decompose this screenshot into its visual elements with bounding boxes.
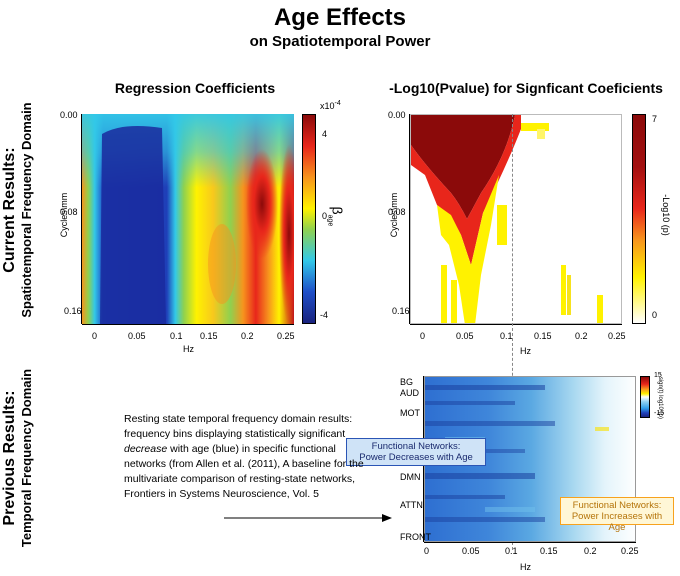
networks-x-axis xyxy=(424,542,636,543)
regression-cbar-tick-1: 0 xyxy=(322,211,328,221)
networks-xtick-1: 0.05 xyxy=(462,546,480,556)
network-label-dmn: DMN xyxy=(400,472,421,482)
pvalue-ytick-1: 0.08 xyxy=(388,207,406,217)
regression-ytick-0: 0.00 xyxy=(60,110,78,120)
networks-xlabel: Hz xyxy=(520,562,531,572)
description-line4: networks (from Allen et al. (2011), A ba… xyxy=(124,458,364,470)
pvalue-heatmap-svg xyxy=(411,115,603,323)
regression-ytick-1: 0.08 xyxy=(60,207,78,217)
network-label-front: FRONT xyxy=(400,532,431,542)
description-line3-rest: with age (blue) in specific functional xyxy=(167,443,336,455)
callout-increase-line2: Power Increases with Age xyxy=(571,511,663,533)
regression-cbar-tick-2: -4 xyxy=(320,310,329,320)
callout-decrease-line1: Functional Networks: xyxy=(371,441,461,452)
figure-title: Age Effects xyxy=(273,4,407,31)
row-label-current-main: Current Results: xyxy=(1,147,18,273)
pvalue-cbar-tick-0: 7 xyxy=(652,114,658,124)
regression-xtick-4: 0.2 xyxy=(241,331,254,341)
pvalue-xtick-4: 0.2 xyxy=(575,331,588,341)
pvalue-colorbar-label: -Log10 (p) xyxy=(661,194,671,236)
description-line3: decrease with age (blue) in specific fun… xyxy=(124,442,386,457)
networks-xtick-3: 0.15 xyxy=(540,546,558,556)
pvalue-xtick-0: 0 xyxy=(420,331,426,341)
pvalue-cbar-tick-1: 0 xyxy=(652,310,658,320)
row-label-previous: Previous Results: Temporal Frequency Dom… xyxy=(1,343,45,573)
pvalue-xlabel: Hz xyxy=(520,346,531,356)
figure-subtitle: on Spatiotemporal Power xyxy=(249,33,431,50)
pvalue-y-axis xyxy=(409,114,410,324)
pvalue-heatmap xyxy=(410,114,622,324)
networks-colorbar-label: - sign(t) log10 (p) xyxy=(657,373,663,419)
description-emphasis: decrease xyxy=(124,443,168,455)
regression-colorbar-exponent-sup: -4 xyxy=(334,100,341,107)
row-label-current: Current Results: Spatiotemporal Frequenc… xyxy=(1,95,45,325)
network-label-mot: MOT xyxy=(400,408,420,418)
reference-line-0.1hz xyxy=(512,114,513,550)
pvalue-colorbar xyxy=(632,114,646,324)
pvalue-panel-title: -Log10(Pvalue) for Signficant Coeficient… xyxy=(389,80,663,96)
networks-colorbar xyxy=(640,376,650,418)
regression-colorbar-exponent-base: x10 xyxy=(320,101,335,111)
row-label-current-sub: Spatiotemporal Frequency Domain xyxy=(19,102,34,318)
networks-cbar-tick-1: -15 xyxy=(654,410,665,417)
network-label-aud: AUD xyxy=(400,388,420,398)
regression-colorbar-label: βage xyxy=(326,207,345,227)
regression-ytick-2: 0.16 xyxy=(64,306,82,316)
regression-colorbar xyxy=(302,114,316,324)
regression-xlabel: Hz xyxy=(183,344,194,354)
network-label-bg: BG xyxy=(400,377,414,387)
regression-heatmap xyxy=(82,114,294,324)
regression-xtick-0: 0 xyxy=(92,331,98,341)
description-line6: Frontiers in Systems Neuroscience, Vol. … xyxy=(124,488,319,500)
description-line2: frequency bins displaying statistically … xyxy=(124,428,346,440)
callout-decrease-line2: Power Decreases with Age xyxy=(359,452,473,463)
pvalue-xtick-3: 0.15 xyxy=(534,331,552,341)
regression-panel-title: Regression Coefficients xyxy=(114,80,276,96)
description-line1: Resting state temporal frequency domain … xyxy=(124,413,353,425)
regression-xtick-1: 0.05 xyxy=(128,331,146,341)
pvalue-xtick-2: 0.1 xyxy=(500,331,513,341)
networks-xtick-4: 0.2 xyxy=(584,546,597,556)
regression-x-axis xyxy=(82,324,294,325)
network-label-attn: ATTN xyxy=(400,500,423,510)
networks-cbar-tick-0: 15 xyxy=(654,372,662,379)
regression-xtick-2: 0.1 xyxy=(170,331,183,341)
regression-colorbar-exponent: x10-4 xyxy=(320,100,341,111)
networks-xtick-2: 0.1 xyxy=(505,546,518,556)
callout-increase-line1: Functional Networks: xyxy=(572,500,662,511)
networks-xtick-0: 0 xyxy=(424,546,430,556)
pvalue-ytick-0: 0.00 xyxy=(388,110,406,120)
row-label-previous-main: Previous Results: xyxy=(1,390,18,526)
regression-colorbar-label-sub: age xyxy=(326,214,334,227)
pvalue-xtick-1: 0.05 xyxy=(456,331,474,341)
callout-power-increases: Functional Networks: Power Increases wit… xyxy=(560,497,674,533)
networks-xtick-5: 0.25 xyxy=(621,546,639,556)
row-label-previous-sub: Temporal Frequency Domain xyxy=(19,368,34,548)
regression-y-axis xyxy=(81,114,82,324)
pvalue-ytick-2: 0.16 xyxy=(392,306,410,316)
regression-xtick-5: 0.25 xyxy=(277,331,295,341)
pvalue-x-axis xyxy=(410,324,622,325)
previous-results-description: Resting state temporal frequency domain … xyxy=(124,412,386,502)
pvalue-xtick-5: 0.25 xyxy=(608,331,626,341)
regression-xtick-3: 0.15 xyxy=(200,331,218,341)
description-line5: multivariate comparison of resting-state… xyxy=(124,473,356,485)
regression-cbar-tick-0: 4 xyxy=(322,129,328,139)
callout-power-decreases: Functional Networks: Power Decreases wit… xyxy=(346,438,486,466)
regression-heatmap-svg xyxy=(82,114,294,324)
regression-colorbar-label-main: β xyxy=(329,206,346,215)
